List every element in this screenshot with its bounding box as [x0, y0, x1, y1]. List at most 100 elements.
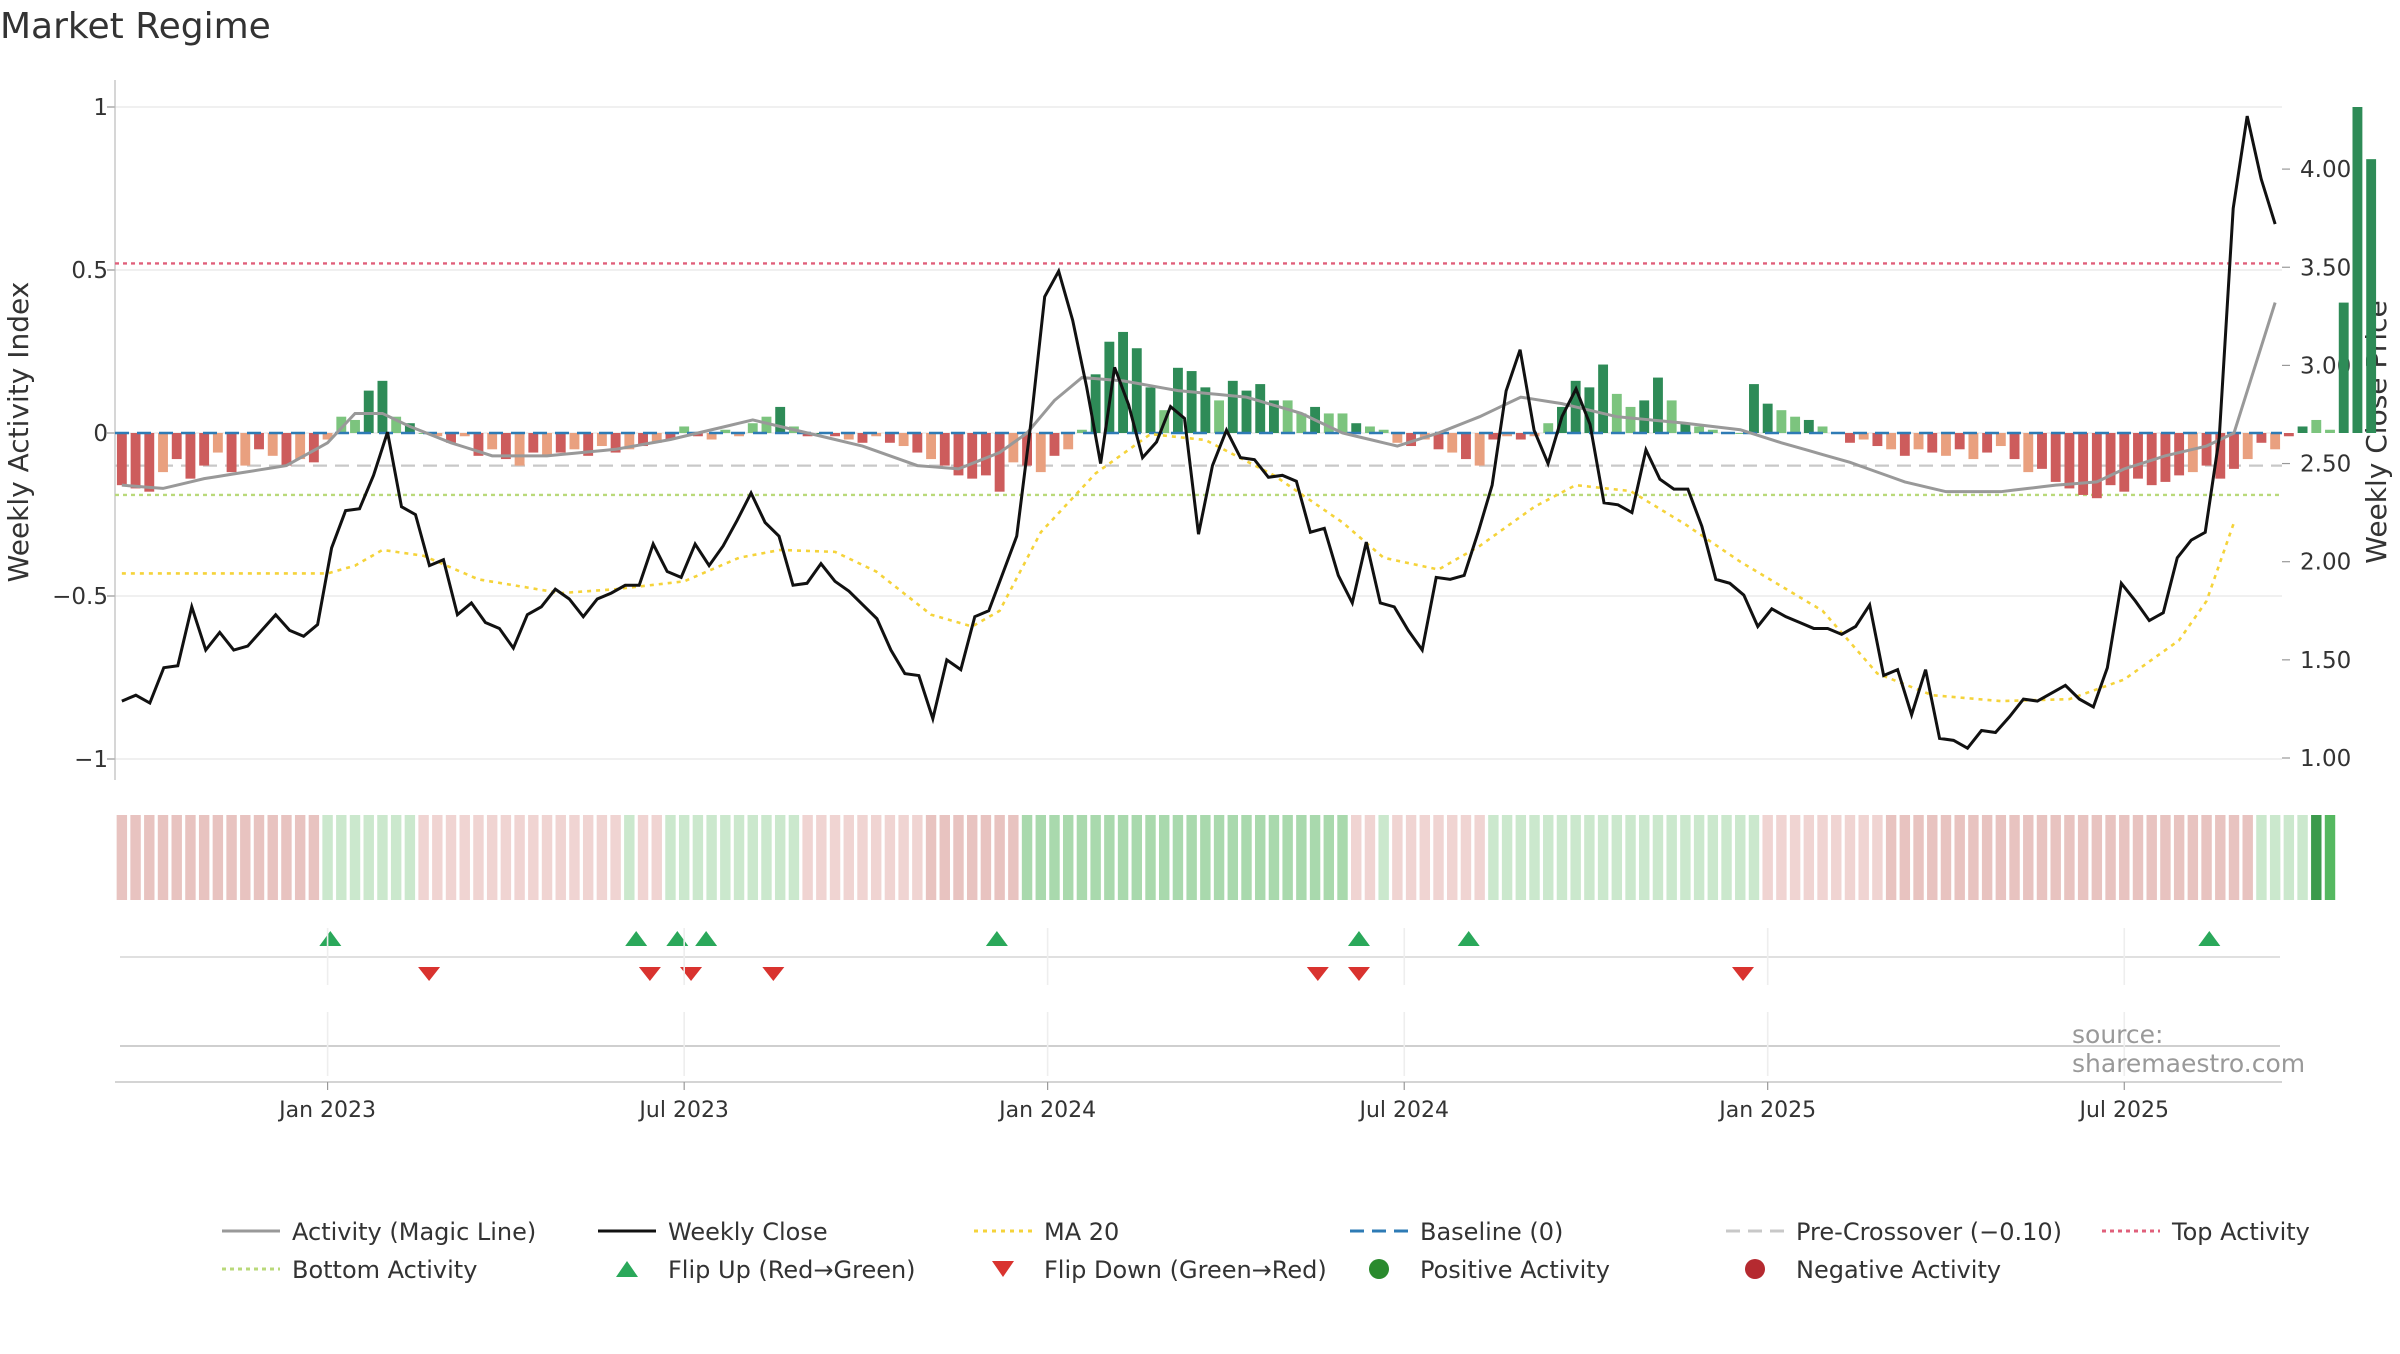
legend-swatch: [1369, 1259, 1389, 1279]
regime-strip-cell: [1899, 815, 1911, 900]
regime-strip-cell: [2160, 815, 2171, 900]
regime-strip-cell: [1872, 815, 1883, 900]
regime-strip-cell: [884, 815, 896, 900]
activity-bar: [2311, 419, 2322, 433]
activity-bar: [2215, 433, 2226, 479]
regime-strip-cell: [377, 815, 388, 900]
activity-bar: [1899, 433, 1910, 456]
regime-strip-cell: [363, 815, 374, 900]
regime-strip-cell: [1460, 815, 1472, 900]
activity-bar: [775, 406, 786, 433]
activity-bar: [1762, 403, 1773, 433]
activity-bar: [1131, 348, 1142, 433]
regime-strip-cell: [1104, 815, 1115, 900]
regime-strip-cell: [2023, 815, 2034, 900]
regime-strip-cell: [281, 815, 292, 900]
activity-bar: [1296, 413, 1307, 433]
regime-strip-cell: [267, 815, 278, 900]
activity-bar: [130, 433, 141, 489]
activity-bar: [2078, 433, 2089, 495]
regime-strip-cell: [1351, 815, 1362, 900]
activity-bar: [1653, 377, 1663, 433]
activity-bar: [1351, 423, 1362, 433]
activity-bar: [1803, 419, 1814, 433]
regime-strip-cell: [1501, 815, 1513, 900]
activity-bar: [1392, 433, 1403, 443]
activity-bar: [610, 433, 621, 453]
activity-bar: [1858, 433, 1869, 440]
regime-strip-cell: [624, 815, 635, 900]
y-right-tick-label: 1.50: [2300, 648, 2351, 674]
regime-strip-cell: [706, 815, 717, 900]
activity-bar: [1639, 400, 1650, 433]
regime-strip-cell: [555, 815, 566, 900]
regime-strip-cell: [473, 815, 484, 900]
regime-strip-cell: [925, 815, 937, 900]
regime-strip-cell: [1556, 815, 1568, 900]
activity-bar: [980, 433, 991, 476]
y-tick-label: −0.5: [52, 584, 108, 610]
regime-strip-cell: [2187, 815, 2199, 900]
chart-title: Market Regime: [0, 6, 271, 47]
regime-strip-cell: [1323, 815, 1335, 900]
activity-bar: [1968, 433, 1979, 460]
activity-bar: [953, 433, 964, 476]
activity-bar: [1954, 433, 1965, 450]
regime-strip-cell: [1748, 815, 1760, 900]
regime-strip-cell: [980, 815, 992, 900]
activity-bar: [1323, 413, 1334, 433]
regime-strip-cell: [1803, 815, 1815, 900]
activity-bar: [2091, 433, 2102, 499]
regime-strip-cell: [2077, 815, 2089, 900]
activity-bar: [843, 433, 854, 440]
legend-label: Negative Activity: [1796, 1256, 2001, 1284]
regime-strip-cell: [1762, 815, 1773, 900]
regime-strip-cell: [2146, 815, 2157, 900]
regime-strip-cell: [2201, 815, 2212, 900]
regime-strip-cell: [1913, 815, 1924, 900]
activity-bar: [1172, 367, 1183, 433]
regime-strip-cell: [2256, 815, 2267, 900]
activity-bar: [1625, 406, 1636, 433]
activity-bar: [830, 433, 840, 437]
activity-bar: [679, 426, 690, 433]
regime-strip-cell: [1927, 815, 1938, 900]
regime-strip-cell: [1008, 815, 1019, 900]
x-tick-label: Jan 2024: [997, 1098, 1096, 1123]
regime-strip-cell: [1844, 815, 1856, 900]
activity-bar: [2187, 433, 2198, 473]
y-axis-title: Weekly Activity Index: [2, 282, 35, 583]
regime-strip-cell: [226, 815, 237, 900]
regime-strip-cell: [308, 815, 320, 900]
activity-bar: [116, 433, 127, 486]
activity-bar: [2133, 433, 2143, 479]
regime-strip-cell: [2297, 815, 2308, 900]
regime-strip-cell: [322, 815, 333, 900]
activity-bar: [1118, 331, 1129, 433]
regime-strip-cell: [1625, 815, 1636, 900]
y-right-tick-label: 2.50: [2300, 452, 2351, 478]
regime-strip-cell: [1693, 815, 1705, 900]
activity-bar: [734, 433, 744, 437]
activity-bar: [2325, 429, 2335, 433]
regime-strip-cell: [870, 815, 882, 900]
regime-strip-cell: [1076, 815, 1088, 900]
activity-bar: [1282, 400, 1293, 433]
activity-bar: [1365, 426, 1375, 433]
activity-bar: [2366, 159, 2377, 433]
regime-strip-cell: [2173, 815, 2185, 900]
activity-bar: [542, 433, 552, 456]
weekly-close-line: [121, 115, 2277, 751]
activity-bar: [199, 433, 210, 466]
y-right-axis-title: Weekly Close Price: [2360, 300, 2393, 563]
regime-strip-cell: [1543, 815, 1554, 900]
activity-bar: [1378, 429, 1389, 433]
activity-bar: [1790, 416, 1801, 433]
flip-up-marker: [625, 931, 648, 946]
activity-bar: [2270, 433, 2281, 450]
regime-strip-cell: [1584, 815, 1595, 900]
regime-strip-cell: [1364, 815, 1376, 900]
activity-bar: [1941, 433, 1951, 456]
